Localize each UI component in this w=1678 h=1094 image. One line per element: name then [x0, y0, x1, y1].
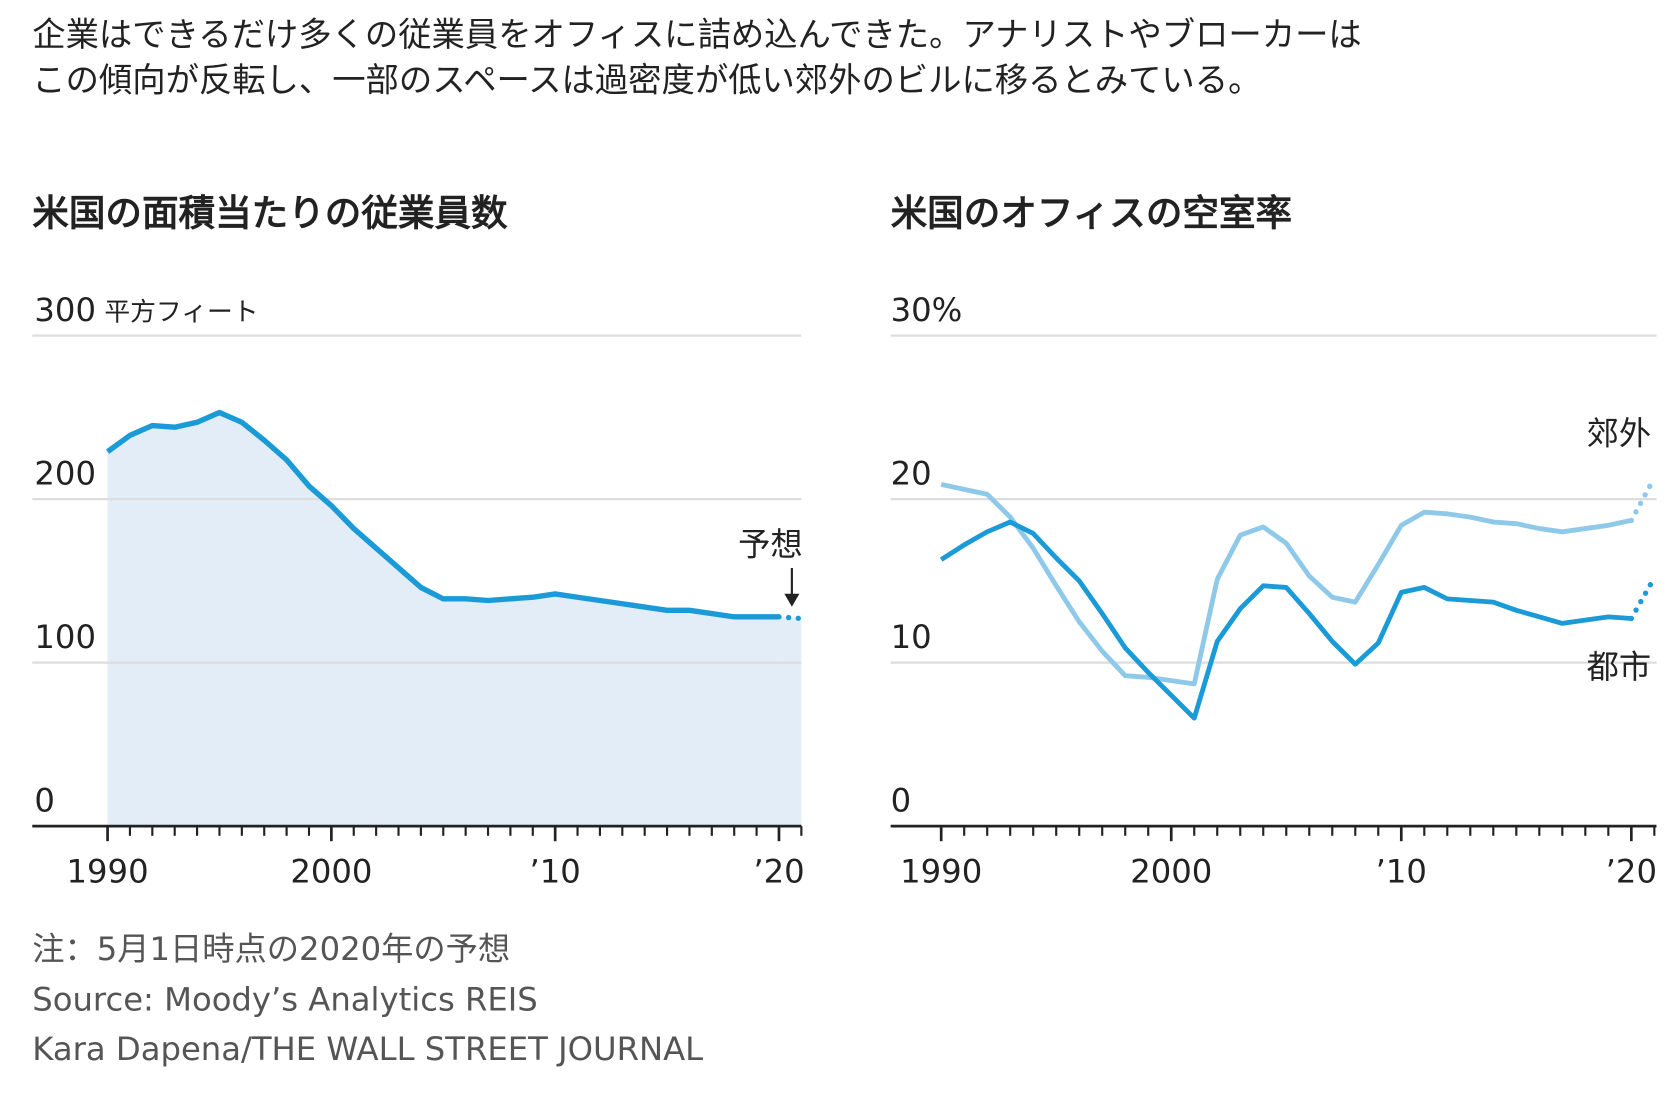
source: Source: Moody’s Analytics REIS [32, 980, 538, 1018]
x-tick-label: ’20 [1606, 852, 1657, 890]
y-tick-label: 10 [891, 618, 932, 656]
y-tick-label: 200 [34, 454, 96, 492]
y-tick-label: 20 [891, 454, 932, 492]
y-tick-label: 0 [34, 781, 55, 819]
forecast-area-fill [778, 616, 802, 827]
header-line: 企業はできるだけ多くの従業員をオフィスに詰め込んできた。アナリストやブローカーは [32, 15, 1361, 54]
annotation-arrowhead [784, 593, 800, 607]
area-fill [107, 412, 779, 827]
forecast-line [1628, 475, 1658, 524]
line [940, 482, 1632, 687]
y-unit: 平方フィート [104, 298, 258, 328]
y-tick-label: 300 [34, 291, 96, 329]
chart-title: 米国の面積当たりの従業員数 [32, 192, 508, 235]
series-label: 都市 [1587, 648, 1652, 686]
credit: Kara Dapena/THE WALL STREET JOURNAL [32, 1030, 703, 1068]
forecast-line [1628, 574, 1658, 622]
x-tick-label: ’10 [530, 852, 581, 890]
y-tick-label: 100 [34, 618, 96, 656]
x-tick-label: ’20 [753, 852, 804, 890]
header-line: この傾向が反転し、一部のスペースは過密度が低い郊外のビルに移るとみている。 [32, 60, 1261, 99]
y-tick-label: 0 [891, 781, 912, 819]
y-tick-label: 30% [891, 291, 963, 329]
line [939, 519, 1632, 721]
x-tick-label: 1990 [67, 852, 149, 890]
x-tick-label: 2000 [1130, 852, 1212, 890]
x-tick-label: ’10 [1376, 852, 1427, 890]
line [105, 409, 779, 620]
chart-title: 米国のオフィスの空室率 [891, 192, 1292, 235]
series-label: 郊外 [1587, 415, 1652, 453]
forecast-line [776, 614, 805, 622]
x-tick-label: 1990 [900, 852, 982, 890]
x-tick-label: 2000 [290, 852, 372, 890]
note: 注：5月1日時点の2020年の予想 [32, 930, 510, 968]
annotation: 予想 [738, 525, 802, 563]
